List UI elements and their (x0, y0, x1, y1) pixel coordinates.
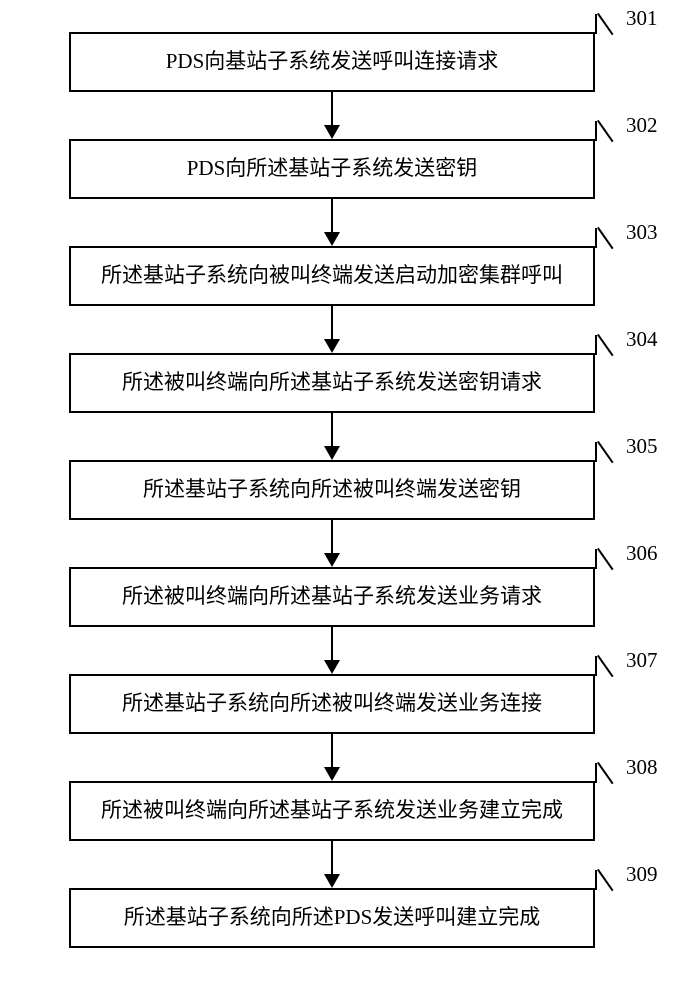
step-text: 所述被叫终端向所述基站子系统发送业务请求 (122, 584, 542, 609)
label-tick (595, 442, 597, 462)
step-label-309: 309 (626, 862, 658, 887)
step-box-302: PDS向所述基站子系统发送密钥 (69, 139, 595, 199)
step-text: PDS向所述基站子系统发送密钥 (187, 156, 478, 181)
step-box-308: 所述被叫终端向所述基站子系统发送业务建立完成 (69, 781, 595, 841)
label-tick (595, 656, 597, 676)
step-text: 所述基站子系统向所述被叫终端发送密钥 (143, 477, 521, 502)
label-tick (595, 335, 597, 355)
step-text: PDS向基站子系统发送呼叫连接请求 (166, 49, 499, 74)
arrow-head-icon (324, 553, 340, 567)
label-slash (597, 869, 614, 891)
arrow-connector (331, 520, 333, 553)
step-text: 所述被叫终端向所述基站子系统发送密钥请求 (122, 370, 542, 395)
arrow-head-icon (324, 874, 340, 888)
label-tick (595, 763, 597, 783)
step-label-307: 307 (626, 648, 658, 673)
step-label-301: 301 (626, 6, 658, 31)
step-box-305: 所述基站子系统向所述被叫终端发送密钥 (69, 460, 595, 520)
step-box-301: PDS向基站子系统发送呼叫连接请求 (69, 32, 595, 92)
step-text: 所述基站子系统向被叫终端发送启动加密集群呼叫 (101, 263, 563, 288)
arrow-connector (331, 734, 333, 767)
label-slash (597, 227, 614, 249)
arrow-connector (331, 841, 333, 874)
label-slash (597, 762, 614, 784)
label-tick (595, 121, 597, 141)
step-label-304: 304 (626, 327, 658, 352)
step-text: 所述基站子系统向所述PDS发送呼叫建立完成 (124, 905, 541, 930)
step-text: 所述基站子系统向所述被叫终端发送业务连接 (122, 691, 542, 716)
label-tick (595, 228, 597, 248)
arrow-connector (331, 413, 333, 446)
step-box-306: 所述被叫终端向所述基站子系统发送业务请求 (69, 567, 595, 627)
flowchart-canvas: PDS向基站子系统发送呼叫连接请求 301 PDS向所述基站子系统发送密钥 30… (0, 0, 688, 1000)
label-slash (597, 548, 614, 570)
arrow-head-icon (324, 339, 340, 353)
label-slash (597, 655, 614, 677)
step-label-308: 308 (626, 755, 658, 780)
step-box-307: 所述基站子系统向所述被叫终端发送业务连接 (69, 674, 595, 734)
step-label-302: 302 (626, 113, 658, 138)
arrow-connector (331, 199, 333, 232)
step-box-304: 所述被叫终端向所述基站子系统发送密钥请求 (69, 353, 595, 413)
label-slash (597, 441, 614, 463)
label-slash (597, 13, 614, 35)
step-label-303: 303 (626, 220, 658, 245)
step-box-303: 所述基站子系统向被叫终端发送启动加密集群呼叫 (69, 246, 595, 306)
step-label-306: 306 (626, 541, 658, 566)
arrow-head-icon (324, 232, 340, 246)
step-text: 所述被叫终端向所述基站子系统发送业务建立完成 (101, 798, 563, 823)
label-tick (595, 549, 597, 569)
label-tick (595, 14, 597, 34)
arrow-connector (331, 306, 333, 339)
arrow-connector (331, 92, 333, 125)
label-tick (595, 870, 597, 890)
label-slash (597, 120, 614, 142)
arrow-connector (331, 627, 333, 660)
step-box-309: 所述基站子系统向所述PDS发送呼叫建立完成 (69, 888, 595, 948)
arrow-head-icon (324, 660, 340, 674)
arrow-head-icon (324, 125, 340, 139)
arrow-head-icon (324, 767, 340, 781)
label-slash (597, 334, 614, 356)
arrow-head-icon (324, 446, 340, 460)
step-label-305: 305 (626, 434, 658, 459)
